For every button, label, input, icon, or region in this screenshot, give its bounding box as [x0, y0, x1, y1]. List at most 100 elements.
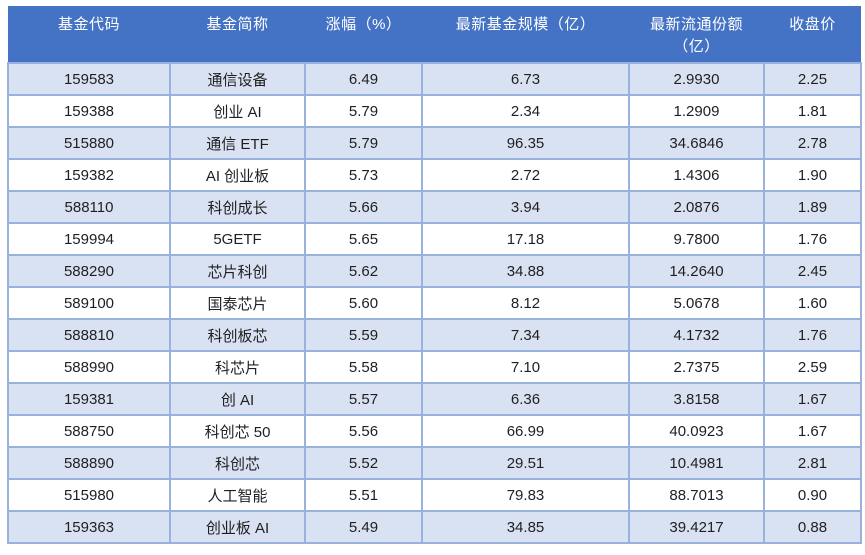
cell-fund-name: 通信 ETF: [169, 126, 306, 160]
table-header: 基金代码 基金简称 涨幅（%） 最新基金规模（亿） 最新流通份额 （亿） 收盘价: [8, 6, 861, 63]
cell-fund-scale: 34.85: [421, 510, 630, 544]
cell-circulating-shares: 14.2640: [628, 254, 765, 288]
table-row: 588110 科创成长 5.66 3.94 2.0876 1.89: [7, 190, 862, 224]
cell-fund-scale: 34.88: [421, 254, 630, 288]
cell-fund-code: 159994: [7, 222, 171, 256]
cell-fund-name: 5GETF: [169, 222, 306, 256]
cell-circulating-shares: 1.4306: [628, 158, 765, 192]
cell-close-price: 2.81: [763, 446, 862, 480]
cell-fund-name: 科创芯: [169, 446, 306, 480]
table-body: 159583 通信设备 6.49 6.73 2.9930 2.25 159388…: [7, 62, 862, 544]
cell-fund-scale: 2.72: [421, 158, 630, 192]
col-header-fund-scale: 最新基金规模（亿）: [422, 6, 629, 63]
table-row: 515980 人工智能 5.51 79.83 88.7013 0.90: [7, 478, 862, 512]
col-header-fund-code: 基金代码: [8, 6, 170, 63]
cell-circulating-shares: 3.8158: [628, 382, 765, 416]
cell-circulating-shares: 2.7375: [628, 350, 765, 384]
table-row: 515880 通信 ETF 5.79 96.35 34.6846 2.78: [7, 126, 862, 160]
cell-fund-name: 创 AI: [169, 382, 306, 416]
cell-fund-name: 创业 AI: [169, 94, 306, 128]
cell-fund-code: 159583: [7, 62, 171, 96]
col-header-fund-name: 基金简称: [170, 6, 305, 63]
cell-change-pct: 5.58: [304, 350, 423, 384]
col-header-circulating-shares: 最新流通份额 （亿）: [629, 6, 764, 63]
cell-change-pct: 5.79: [304, 126, 423, 160]
cell-circulating-shares: 5.0678: [628, 286, 765, 320]
cell-circulating-shares: 40.0923: [628, 414, 765, 448]
cell-circulating-shares: 2.0876: [628, 190, 765, 224]
fund-table: 基金代码 基金简称 涨幅（%） 最新基金规模（亿） 最新流通份额 （亿） 收盘价…: [7, 6, 862, 544]
cell-circulating-shares: 9.7800: [628, 222, 765, 256]
table-row: 159583 通信设备 6.49 6.73 2.9930 2.25: [7, 62, 862, 96]
table-row: 159388 创业 AI 5.79 2.34 1.2909 1.81: [7, 94, 862, 128]
cell-circulating-shares: 1.2909: [628, 94, 765, 128]
cell-fund-scale: 66.99: [421, 414, 630, 448]
cell-circulating-shares: 4.1732: [628, 318, 765, 352]
table-row: 159381 创 AI 5.57 6.36 3.8158 1.67: [7, 382, 862, 416]
cell-fund-scale: 29.51: [421, 446, 630, 480]
table-row: 159363 创业板 AI 5.49 34.85 39.4217 0.88: [7, 510, 862, 544]
cell-fund-scale: 7.34: [421, 318, 630, 352]
cell-fund-name: 科芯片: [169, 350, 306, 384]
cell-circulating-shares: 34.6846: [628, 126, 765, 160]
col-header-circulating-shares-line1: 最新流通份额: [649, 16, 743, 33]
cell-fund-scale: 17.18: [421, 222, 630, 256]
cell-fund-code: 588890: [7, 446, 171, 480]
cell-fund-scale: 8.12: [421, 286, 630, 320]
col-header-close-price: 收盘价: [764, 6, 861, 63]
cell-change-pct: 5.59: [304, 318, 423, 352]
cell-change-pct: 5.62: [304, 254, 423, 288]
col-header-circulating-shares-line2: （亿）: [673, 38, 720, 55]
cell-circulating-shares: 10.4981: [628, 446, 765, 480]
cell-close-price: 0.88: [763, 510, 862, 544]
header-row: 基金代码 基金简称 涨幅（%） 最新基金规模（亿） 最新流通份额 （亿） 收盘价: [8, 6, 861, 63]
cell-close-price: 0.90: [763, 478, 862, 512]
cell-close-price: 2.78: [763, 126, 862, 160]
cell-fund-code: 588290: [7, 254, 171, 288]
cell-fund-code: 588750: [7, 414, 171, 448]
cell-close-price: 1.67: [763, 414, 862, 448]
cell-change-pct: 5.51: [304, 478, 423, 512]
cell-close-price: 2.45: [763, 254, 862, 288]
cell-fund-name: 科创成长: [169, 190, 306, 224]
table-row: 589100 国泰芯片 5.60 8.12 5.0678 1.60: [7, 286, 862, 320]
cell-fund-code: 588990: [7, 350, 171, 384]
cell-close-price: 1.76: [763, 318, 862, 352]
cell-close-price: 1.76: [763, 222, 862, 256]
cell-fund-name: 国泰芯片: [169, 286, 306, 320]
cell-change-pct: 5.79: [304, 94, 423, 128]
cell-change-pct: 5.65: [304, 222, 423, 256]
cell-close-price: 1.60: [763, 286, 862, 320]
cell-fund-name: 科创芯 50: [169, 414, 306, 448]
cell-change-pct: 6.49: [304, 62, 423, 96]
cell-fund-name: 创业板 AI: [169, 510, 306, 544]
cell-fund-code: 515980: [7, 478, 171, 512]
cell-change-pct: 5.52: [304, 446, 423, 480]
cell-change-pct: 5.56: [304, 414, 423, 448]
cell-fund-code: 159388: [7, 94, 171, 128]
cell-fund-code: 588110: [7, 190, 171, 224]
cell-fund-name: AI 创业板: [169, 158, 306, 192]
cell-change-pct: 5.49: [304, 510, 423, 544]
cell-circulating-shares: 39.4217: [628, 510, 765, 544]
cell-fund-code: 159382: [7, 158, 171, 192]
cell-change-pct: 5.60: [304, 286, 423, 320]
cell-close-price: 1.67: [763, 382, 862, 416]
table-row: 588990 科芯片 5.58 7.10 2.7375 2.59: [7, 350, 862, 384]
cell-fund-name: 芯片科创: [169, 254, 306, 288]
cell-close-price: 2.59: [763, 350, 862, 384]
cell-fund-name: 通信设备: [169, 62, 306, 96]
col-header-change-pct: 涨幅（%）: [305, 6, 422, 63]
cell-fund-scale: 7.10: [421, 350, 630, 384]
table-row: 588750 科创芯 50 5.56 66.99 40.0923 1.67: [7, 414, 862, 448]
cell-fund-scale: 3.94: [421, 190, 630, 224]
cell-fund-scale: 2.34: [421, 94, 630, 128]
cell-fund-name: 人工智能: [169, 478, 306, 512]
cell-fund-code: 159363: [7, 510, 171, 544]
cell-change-pct: 5.66: [304, 190, 423, 224]
table-row: 588810 科创板芯 5.59 7.34 4.1732 1.76: [7, 318, 862, 352]
cell-fund-code: 515880: [7, 126, 171, 160]
cell-close-price: 1.90: [763, 158, 862, 192]
cell-close-price: 1.81: [763, 94, 862, 128]
cell-fund-scale: 6.73: [421, 62, 630, 96]
